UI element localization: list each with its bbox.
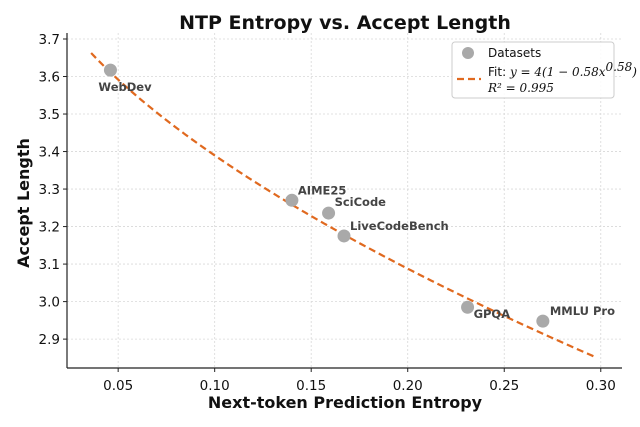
x-ticks: 0.05 0.10 0.15 0.20 0.25 0.30 bbox=[103, 368, 616, 394]
legend-fit-tail: ) bbox=[631, 65, 637, 79]
y-tick-label: 3.5 bbox=[39, 107, 60, 123]
legend: Datasets Fit: y = 4(1 − 0.58x0.58) R² = … bbox=[451, 41, 637, 99]
legend-frame bbox=[451, 41, 615, 99]
point-label: SciCode bbox=[335, 195, 387, 209]
point-label: AIME25 bbox=[298, 183, 346, 197]
point-label: WebDev bbox=[98, 80, 152, 94]
chart-title: NTP Entropy vs. Accept Length bbox=[179, 12, 511, 34]
y-tick-label: 3.6 bbox=[39, 70, 60, 86]
y-axis-title: Accept Length bbox=[14, 138, 33, 268]
x-axis-title: Next-token Prediction Entropy bbox=[208, 393, 483, 412]
x-tick-label: 0.15 bbox=[296, 378, 326, 394]
x-tick-label: 0.30 bbox=[586, 378, 616, 394]
y-tick-label: 3.2 bbox=[39, 220, 60, 236]
x-tick-label: 0.25 bbox=[489, 378, 519, 394]
legend-marker-datasets bbox=[462, 47, 474, 59]
legend-fit-prefix: Fit: bbox=[488, 65, 510, 79]
y-tick-label: 3.0 bbox=[39, 295, 60, 311]
point-label: LiveCodeBench bbox=[350, 219, 449, 233]
y-ticks: 2.9 3.0 3.1 3.2 3.3 3.4 3.5 3.6 3.7 bbox=[39, 32, 67, 348]
y-tick-label: 3.3 bbox=[39, 182, 60, 198]
data-point bbox=[322, 206, 336, 220]
legend-label-datasets: Datasets bbox=[488, 46, 541, 60]
y-tick-label: 3.4 bbox=[39, 145, 60, 161]
data-point bbox=[536, 314, 550, 328]
legend-label-fit: Fit: y = 4(1 − 0.58x0.58) bbox=[488, 60, 637, 79]
point-label: GPQA bbox=[474, 307, 511, 321]
x-tick-label: 0.10 bbox=[200, 378, 230, 394]
axes bbox=[66, 33, 622, 369]
legend-fit-exponent: 0.58 bbox=[606, 60, 633, 74]
point-label: MMLU Pro bbox=[550, 304, 615, 318]
data-point bbox=[461, 300, 475, 314]
y-tick-label: 3.7 bbox=[39, 32, 60, 48]
y-tick-label: 3.1 bbox=[39, 257, 60, 273]
legend-fit-formula: y = 4(1 − 0.58x bbox=[509, 65, 606, 79]
x-tick-label: 0.05 bbox=[103, 378, 133, 394]
x-tick-label: 0.20 bbox=[393, 378, 423, 394]
data-point bbox=[103, 63, 117, 77]
y-tick-label: 2.9 bbox=[39, 332, 60, 348]
data-points bbox=[103, 63, 550, 328]
legend-r2: R² = 0.995 bbox=[487, 81, 554, 95]
data-point bbox=[285, 193, 299, 207]
data-point bbox=[337, 229, 351, 243]
